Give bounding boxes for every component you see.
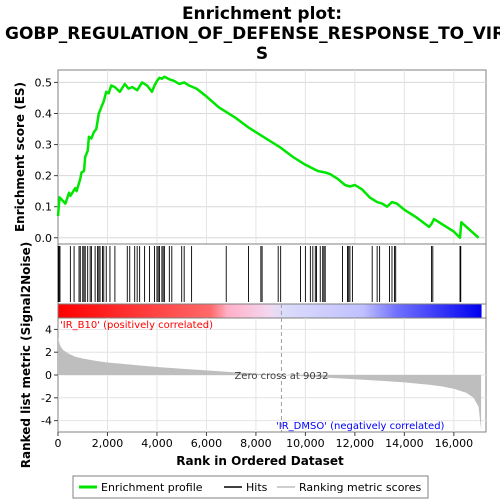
x-tick-label: 10,000	[286, 437, 325, 450]
es-panel	[57, 69, 487, 245]
chart-title-line-2: GOBP_REGULATION_OF_DEFENSE_RESPONSE_TO_V…	[5, 24, 500, 44]
metric-y-axis-label: Ranked list metric (Signal2Noise)	[19, 242, 33, 469]
x-tick-label: 6,000	[191, 437, 223, 450]
x-tick-label: 0	[55, 437, 62, 450]
x-tick-label: 2,000	[92, 437, 124, 450]
x-axis-label: Rank in Ordered Dataset	[176, 454, 344, 468]
x-tick-label: 8,000	[240, 437, 272, 450]
legend-es-label: Enrichment profile	[101, 481, 203, 494]
es-tick-label: 0.3	[35, 139, 53, 152]
metric-tick-label: -2	[41, 392, 52, 405]
chart-title-line-1: Enrichment plot:	[182, 4, 342, 24]
metric-tick-label: 2	[45, 346, 52, 359]
es-y-axis-label: Enrichment score (ES)	[13, 82, 27, 232]
negative-correlation-label: 'IR_DMSO' (negatively correlated)	[276, 421, 445, 432]
es-tick-label: 0.2	[35, 170, 53, 183]
legend-box	[72, 475, 429, 499]
es-tick-label: 0.0	[35, 232, 53, 245]
chart-title-line-3: S	[256, 44, 268, 64]
es-profile-line	[56, 75, 480, 240]
ranking-color-gradient	[58, 304, 482, 318]
legend-metric-label: Ranking metric scores	[299, 481, 421, 494]
es-tick-label: 0.1	[35, 201, 53, 214]
metric-tick-label: 0	[45, 369, 52, 382]
metric-tick-label: 4	[45, 323, 52, 336]
es-tick-label: 0.5	[35, 76, 53, 89]
metric-tick-label: -4	[41, 415, 52, 428]
legend-hits-label: Hits	[246, 481, 268, 494]
positive-correlation-label: 'IR_B10' (positively correlated)	[60, 320, 213, 331]
hits-panel	[57, 243, 487, 305]
x-tick-label: 16,000	[435, 437, 474, 450]
x-tick-label: 14,000	[385, 437, 424, 450]
zero-cross-label: Zero cross at 9032	[234, 371, 328, 382]
x-tick-label: 4,000	[141, 437, 173, 450]
x-tick-label: 12,000	[336, 437, 375, 450]
es-tick-label: 0.4	[35, 108, 53, 121]
